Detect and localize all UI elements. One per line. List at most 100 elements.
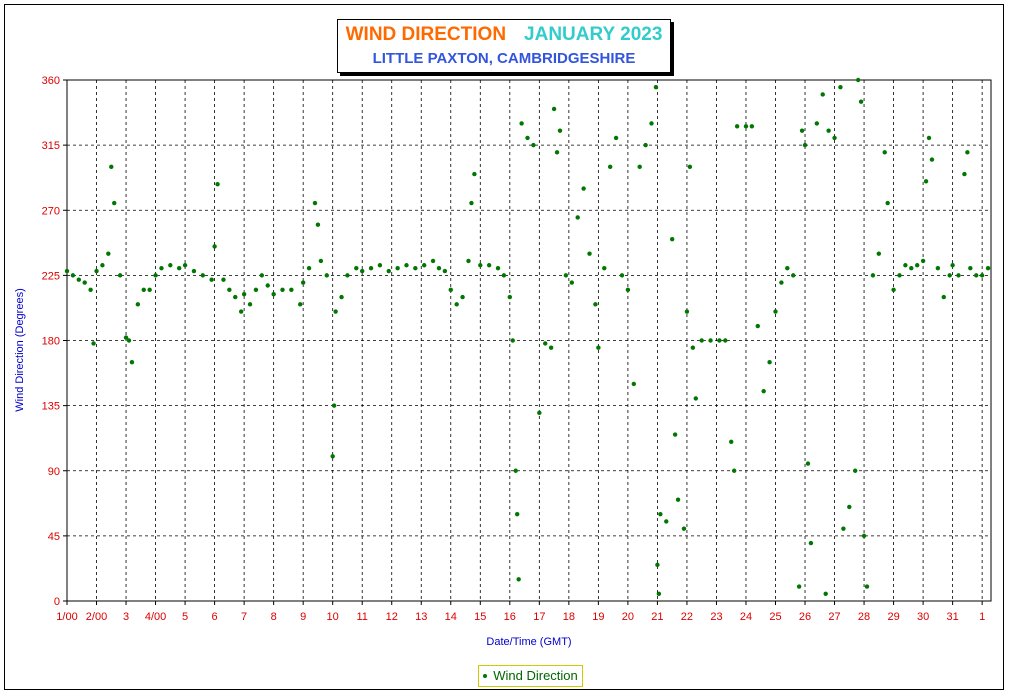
- data-point: [950, 263, 955, 268]
- data-point: [929, 157, 935, 162]
- data-point: [672, 432, 678, 437]
- data-point: [832, 135, 837, 141]
- data-point: [514, 511, 520, 517]
- x-tick-label: 11: [356, 611, 367, 623]
- x-tick-label: 30: [917, 611, 929, 623]
- data-point: [596, 345, 601, 350]
- x-tick-label: 9: [300, 611, 306, 623]
- data-point: [557, 128, 563, 133]
- data-point: [454, 302, 459, 307]
- data-point: [979, 273, 985, 278]
- data-point: [779, 280, 784, 285]
- data-point: [607, 164, 613, 170]
- data-point: [749, 124, 755, 129]
- x-tick-label: 19: [592, 611, 604, 623]
- legend-marker: [483, 673, 488, 678]
- data-point: [870, 273, 876, 278]
- data-point: [395, 265, 400, 271]
- data-point: [64, 268, 70, 274]
- data-point: [123, 335, 129, 340]
- data-point: [513, 468, 518, 473]
- data-point: [956, 273, 961, 278]
- data-point: [436, 265, 442, 271]
- data-point: [799, 128, 805, 133]
- data-point: [581, 186, 586, 191]
- data-point: [708, 338, 713, 343]
- data-point: [280, 287, 285, 293]
- x-tick-label: 18: [563, 611, 575, 623]
- data-point: [643, 142, 648, 148]
- data-point: [631, 381, 636, 387]
- x-tick-label: 23: [710, 611, 722, 623]
- x-tick-label: 20: [622, 611, 634, 623]
- y-axis-label-wrap: Wind Direction (Degrees): [10, 288, 30, 411]
- data-point: [88, 287, 93, 293]
- data-point: [885, 200, 890, 206]
- x-tick-label: 28: [858, 611, 870, 623]
- data-point: [472, 171, 477, 177]
- data-point: [656, 591, 662, 596]
- data-point: [593, 302, 598, 307]
- data-point: [814, 121, 820, 126]
- data-point: [755, 323, 760, 329]
- data-point: [909, 265, 914, 271]
- data-point: [773, 309, 778, 314]
- data-point: [649, 121, 654, 126]
- chart-title-box: WIND DIRECTION JANUARY 2023 LITTLE PAXTON…: [337, 19, 671, 73]
- x-tick-label: 31: [946, 611, 958, 623]
- data-point: [94, 268, 99, 274]
- data-point: [70, 273, 76, 278]
- data-point: [100, 263, 105, 268]
- data-point: [675, 497, 681, 502]
- data-point: [516, 577, 521, 582]
- data-point: [298, 302, 303, 307]
- grid-lines: [67, 80, 991, 601]
- data-point: [227, 287, 232, 293]
- y-tick-label: 225: [42, 270, 60, 282]
- data-point: [354, 265, 359, 271]
- x-tick-label: 8: [271, 611, 277, 623]
- data-point: [761, 388, 766, 394]
- data-point: [569, 280, 575, 285]
- legend: Wind Direction: [478, 665, 583, 687]
- data-point: [805, 461, 811, 466]
- data-point: [91, 341, 96, 346]
- data-point: [330, 454, 335, 459]
- data-point: [460, 294, 465, 300]
- data-point: [669, 236, 675, 242]
- data-point: [699, 338, 704, 343]
- data-point: [159, 265, 164, 271]
- x-tick-label: 1: [979, 611, 985, 623]
- data-point: [168, 263, 173, 268]
- y-tick-label: 360: [42, 75, 60, 87]
- data-point: [985, 265, 991, 271]
- data-point: [941, 294, 946, 300]
- data-point: [903, 263, 908, 268]
- data-point: [619, 273, 625, 278]
- data-point: [333, 309, 338, 314]
- chart-frame: [4, 4, 1004, 690]
- data-point: [324, 273, 329, 278]
- data-point: [241, 291, 247, 297]
- data-point: [855, 77, 861, 83]
- data-point: [315, 222, 321, 227]
- x-tick-label: 16: [504, 611, 516, 623]
- data-point: [215, 182, 220, 187]
- x-tick-label: 17: [533, 611, 545, 623]
- data-point: [785, 265, 790, 271]
- x-tick-label: 21: [651, 611, 663, 623]
- x-tick-label: 12: [386, 611, 398, 623]
- data-point: [448, 287, 453, 293]
- data-point: [289, 287, 294, 293]
- data-point: [212, 244, 217, 249]
- data-point: [734, 124, 740, 129]
- chart-title: WIND DIRECTION: [345, 24, 507, 45]
- data-point: [191, 268, 197, 274]
- data-point: [331, 403, 337, 408]
- y-tick-label: 90: [48, 466, 60, 478]
- data-point: [717, 338, 722, 343]
- x-axis-label: Date/Time (GMT): [486, 636, 572, 648]
- data-point: [182, 263, 188, 268]
- data-point: [377, 263, 383, 268]
- data-point: [613, 135, 619, 141]
